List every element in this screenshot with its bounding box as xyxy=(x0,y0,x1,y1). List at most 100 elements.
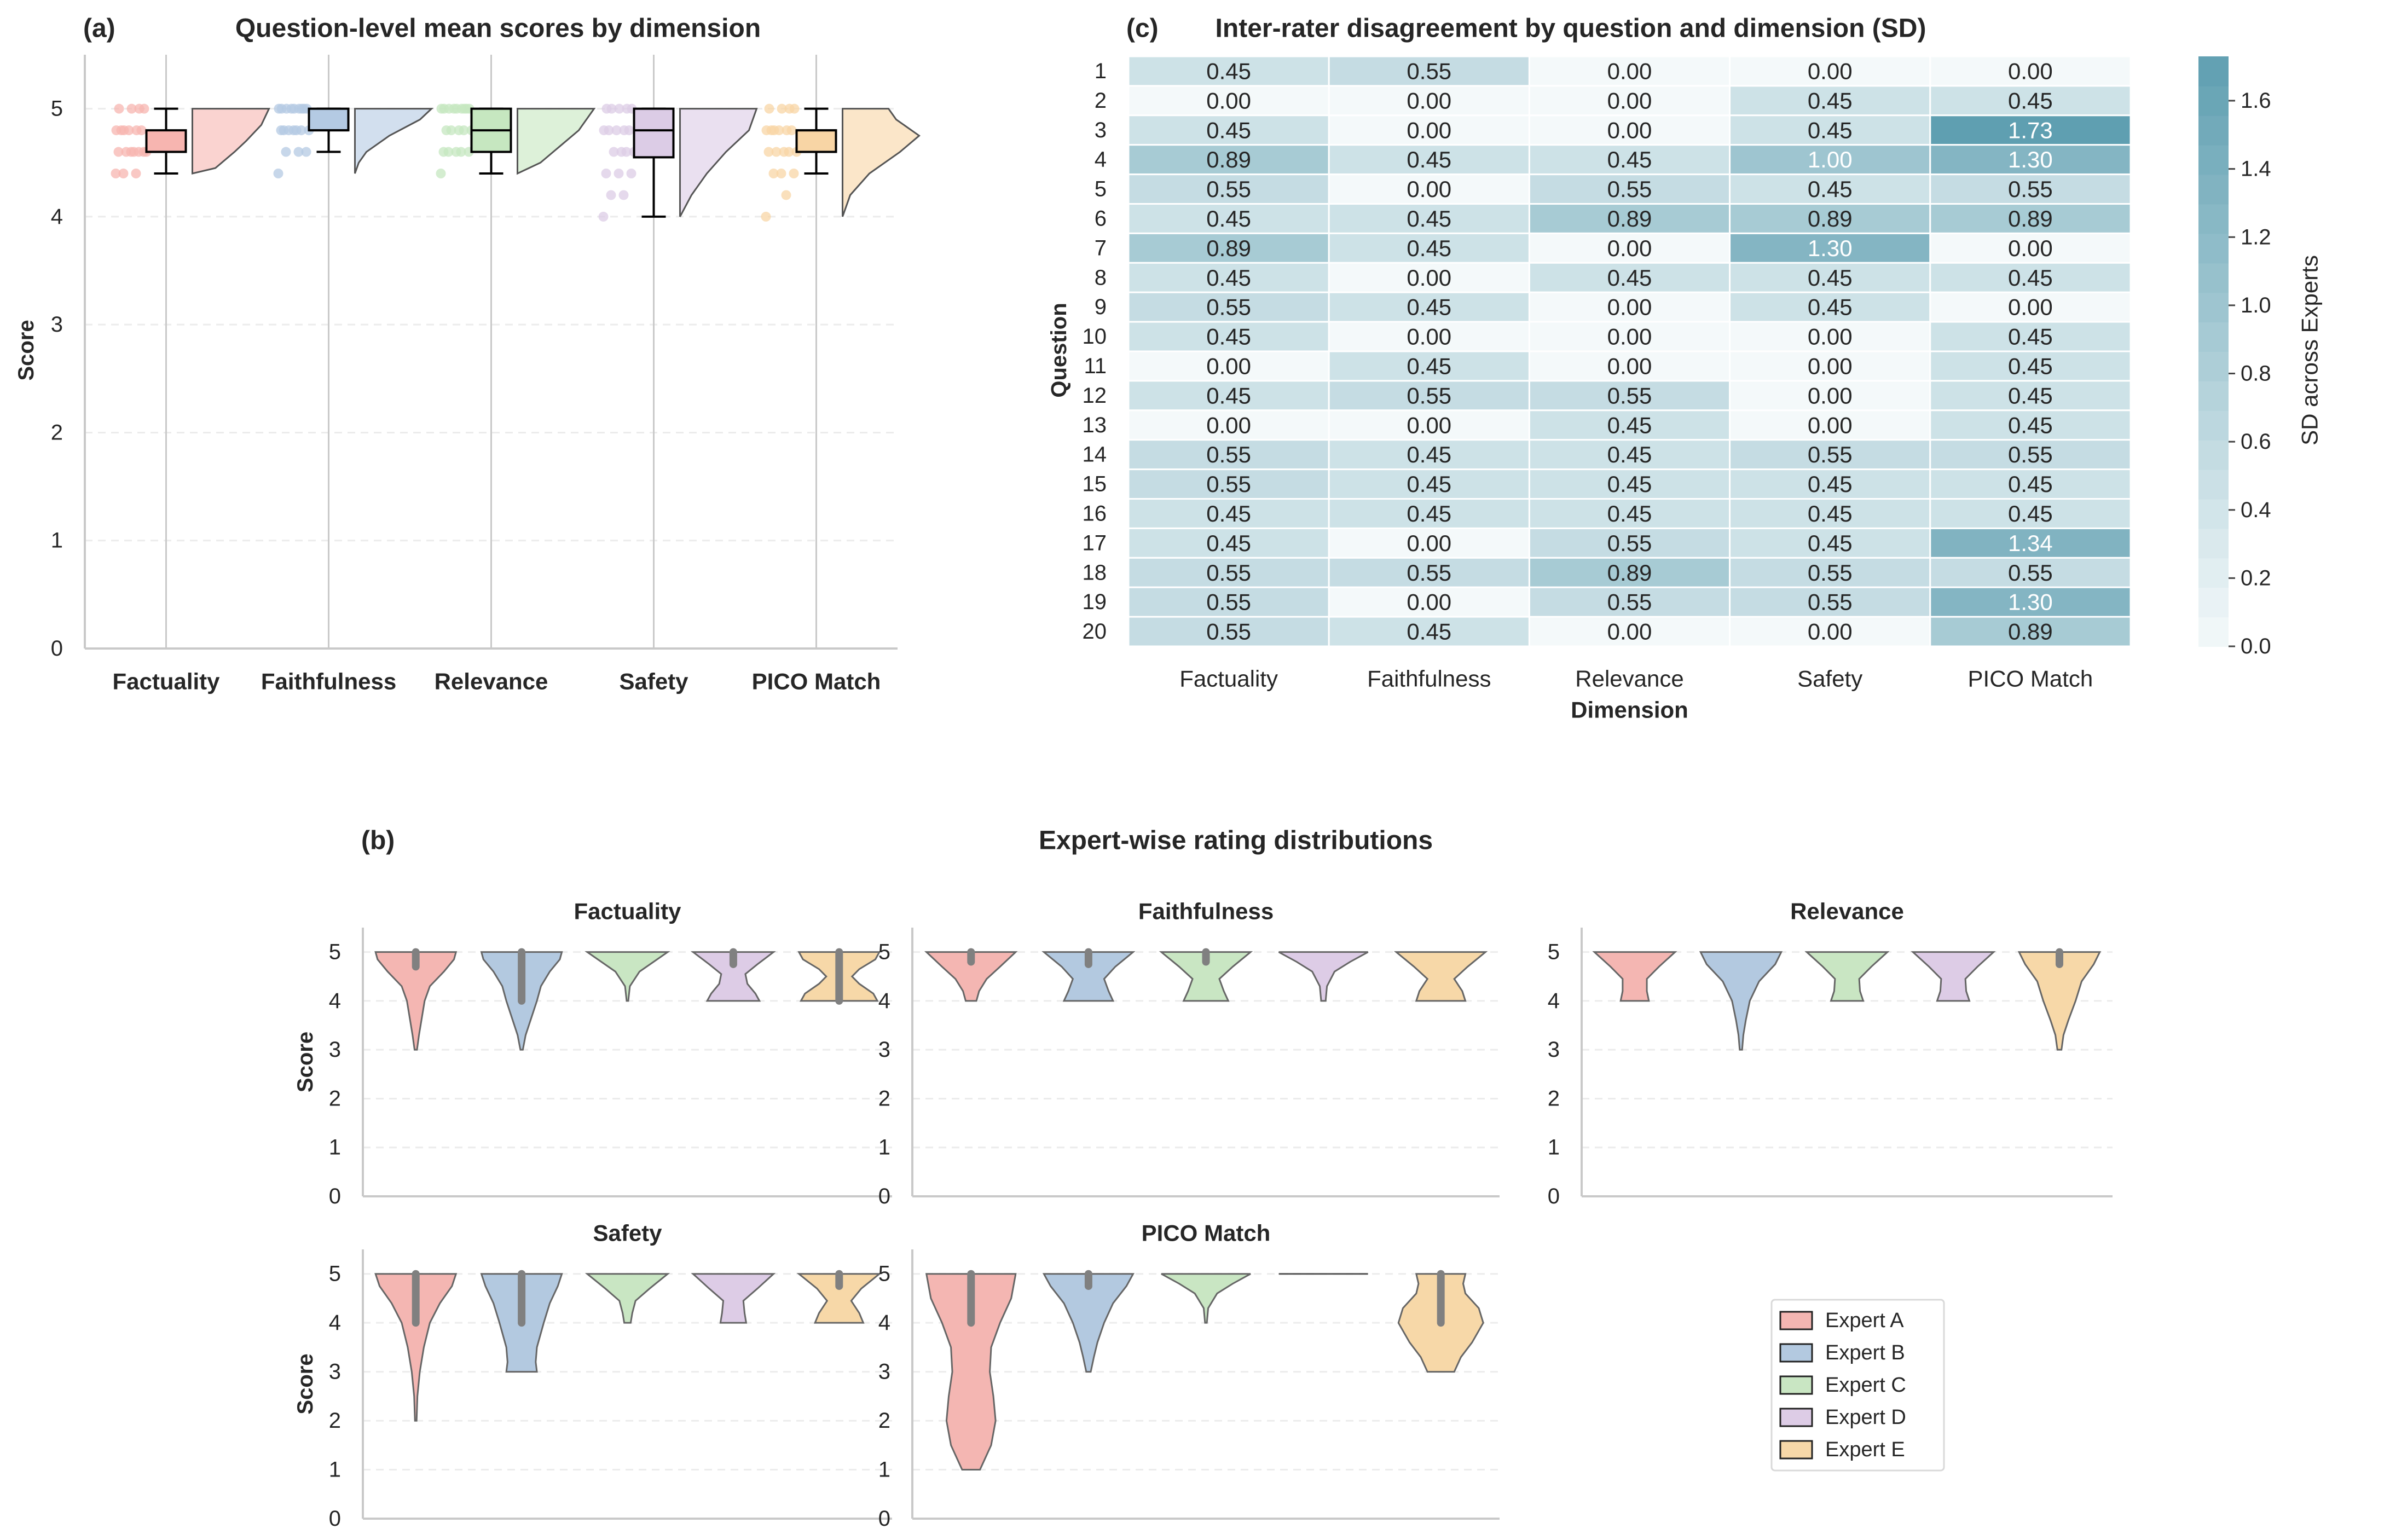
heatmap-cell xyxy=(1528,439,1731,471)
data-point xyxy=(771,147,782,157)
cell-value: 0.89 xyxy=(1607,560,1652,586)
violin xyxy=(1159,951,1253,1002)
cell-value: 0.00 xyxy=(1607,324,1652,350)
data-point xyxy=(763,147,774,157)
cell-value: 0.00 xyxy=(1407,117,1451,143)
x-axis-label: Dimension xyxy=(1571,697,1688,723)
cell-value: 0.89 xyxy=(1206,147,1251,172)
cell-value: 0.45 xyxy=(1407,294,1451,320)
box xyxy=(633,107,675,159)
cell-value: 0.55 xyxy=(1206,471,1251,497)
cell-value: 0.55 xyxy=(1206,589,1251,615)
heatmap-cell xyxy=(1929,203,2132,234)
data-point xyxy=(782,125,792,136)
cell-value: 0.45 xyxy=(1607,147,1652,172)
heatmap-cell xyxy=(1328,321,1530,352)
violin xyxy=(1161,1273,1251,1324)
heatmap-cell xyxy=(1729,350,1931,382)
heatmap-cell xyxy=(1328,468,1530,500)
data-point xyxy=(609,147,619,157)
cell-value: 0.00 xyxy=(1407,324,1451,350)
cell-value: 0.45 xyxy=(1808,265,1853,291)
box xyxy=(795,129,837,153)
data-point xyxy=(761,211,771,222)
y-tick-label: 4 xyxy=(878,1311,890,1335)
heatmap-cell xyxy=(1328,527,1530,559)
colorbar-segment xyxy=(2198,351,2229,381)
heatmap-cell xyxy=(1528,380,1731,412)
heatmap-cell xyxy=(1328,144,1530,176)
data-point xyxy=(599,125,609,136)
data-point xyxy=(452,103,462,114)
data-point xyxy=(279,125,289,136)
heatmap-cell xyxy=(1127,439,1330,471)
subplot-title: Relevance xyxy=(1790,899,1904,924)
cell-value: 0.45 xyxy=(2008,471,2053,497)
y-tick-label: 1 xyxy=(329,1458,341,1482)
panel-a: (a) Question-level mean scores by dimensi… xyxy=(14,14,921,694)
violin xyxy=(1393,951,1488,1002)
cell-value: 0.45 xyxy=(1607,412,1652,438)
data-point xyxy=(301,147,311,157)
heatmap-cell xyxy=(1929,380,2132,412)
y-tick-label: 0 xyxy=(329,1184,341,1208)
heatmap-cell xyxy=(1729,55,1931,87)
legend-label: Expert D xyxy=(1825,1406,1906,1429)
heatmap-cell xyxy=(1528,173,1731,205)
y-tick-label: 3 xyxy=(329,1360,341,1384)
y-axis-label: Question xyxy=(1047,303,1071,397)
legend-swatch xyxy=(1779,1311,1813,1330)
cell-value: 0.00 xyxy=(2008,294,2053,320)
data-point xyxy=(761,125,772,136)
data-point xyxy=(616,147,627,157)
y-tick-label: 5 xyxy=(51,97,63,121)
cell-value: 0.89 xyxy=(2008,619,2053,645)
violin xyxy=(925,1273,1017,1471)
x-tick-label: Relevance xyxy=(435,669,548,694)
cell-value: 0.45 xyxy=(1206,58,1251,84)
heatmap-cell xyxy=(1729,527,1931,559)
cell-value: 0.45 xyxy=(2008,88,2053,113)
violin xyxy=(690,951,776,1002)
cell-value: 0.55 xyxy=(1206,294,1251,320)
heatmap-cell xyxy=(1929,232,2132,264)
cell-value: 0.00 xyxy=(1808,324,1853,350)
cell-value: 0.55 xyxy=(2008,560,2053,586)
colorbar-tick-label: 0.6 xyxy=(2241,430,2271,454)
heatmap-cell xyxy=(1528,468,1731,500)
heatmap-cell xyxy=(1127,380,1330,412)
data-point xyxy=(439,103,449,114)
cell-value: 0.00 xyxy=(1607,294,1652,320)
cell-value: 0.55 xyxy=(1607,530,1652,556)
cell-value: 0.55 xyxy=(1407,383,1451,408)
heatmap-cell xyxy=(1729,380,1931,412)
heatmap-cell xyxy=(1328,498,1530,529)
cell-value: 0.00 xyxy=(1407,589,1451,615)
data-point xyxy=(134,103,144,114)
row-label: 14 xyxy=(1083,443,1107,467)
y-tick-label: 5 xyxy=(329,1262,341,1286)
violin xyxy=(796,1273,882,1324)
cell-value: 1.30 xyxy=(1808,235,1853,261)
cell-value: 1.00 xyxy=(1808,147,1853,172)
row-label: 8 xyxy=(1095,265,1107,290)
heatmap-cell xyxy=(1328,557,1530,588)
y-tick-label: 2 xyxy=(329,1409,341,1433)
y-tick-label: 4 xyxy=(329,989,341,1013)
cell-value: 0.45 xyxy=(1407,206,1451,231)
colorbar-tick-label: 1.6 xyxy=(2241,89,2271,113)
data-point xyxy=(789,169,799,178)
heatmap-cell xyxy=(1929,291,2132,323)
cell-value: 0.00 xyxy=(1407,176,1451,202)
half-violin xyxy=(517,108,596,175)
cell-value: 0.00 xyxy=(1808,619,1853,645)
violin xyxy=(1592,951,1677,1002)
colorbar-segment xyxy=(2198,380,2229,411)
heatmap-cell xyxy=(1729,173,1931,205)
y-tick-label: 3 xyxy=(1548,1038,1560,1062)
y-tick-label: 3 xyxy=(51,312,63,337)
violin xyxy=(691,1273,776,1324)
data-point xyxy=(601,169,611,178)
y-tick-label: 2 xyxy=(878,1409,890,1433)
